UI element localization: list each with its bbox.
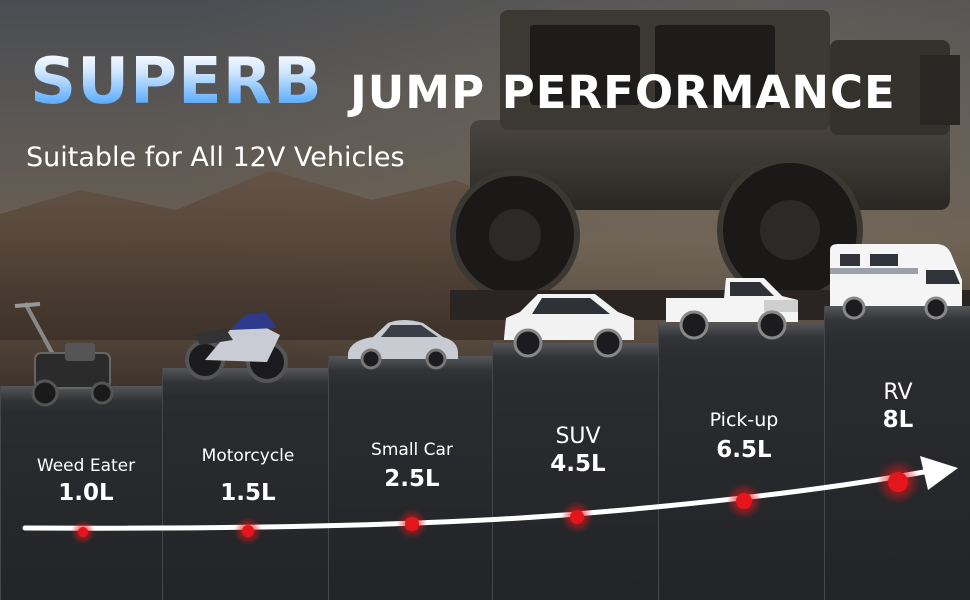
engine-size: 1.5L — [220, 480, 276, 506]
engine-size: 6.5L — [716, 437, 772, 463]
vehicle-name: Weed Eater — [36, 456, 136, 476]
vehicle-label-small-car: Small Car 2.5L — [371, 440, 453, 492]
vehicle-label-suv: SUV 4.5L — [550, 424, 605, 477]
pickup-truck-icon — [666, 278, 798, 340]
step-suv — [492, 343, 659, 600]
engine-size: 4.5L — [550, 451, 606, 477]
subtitle: Suitable for All 12V Vehicles — [26, 142, 405, 173]
vehicle-name: Motorcycle — [201, 446, 295, 466]
vehicle-label-weed-eater: Weed Eater 1.0L — [37, 456, 135, 506]
vehicle-label-pickup: Pick-up 6.5L — [710, 409, 779, 463]
vehicle-label-rv: RV 8L — [883, 380, 914, 433]
motorcycle-icon — [185, 312, 288, 383]
performance-arrow — [22, 456, 958, 545]
step-pickup — [658, 323, 825, 600]
step-motorcycle — [162, 368, 329, 600]
vehicle-name: Small Car — [371, 440, 453, 460]
step-small-car — [328, 356, 493, 600]
suv-icon — [504, 294, 634, 358]
engine-size: 8L — [882, 407, 914, 433]
headline-text: JUMP PERFORMANCE — [350, 66, 896, 119]
vehicle-name: RV — [883, 380, 913, 405]
lawn-mower-icon — [14, 302, 114, 407]
vehicle-name: SUV — [555, 424, 601, 449]
headline-highlight: SUPERB — [30, 45, 323, 119]
engine-size: 1.0L — [58, 480, 114, 506]
rv-camper-icon — [830, 244, 962, 320]
vehicle-label-motorcycle: Motorcycle 1.5L — [202, 446, 295, 506]
sedan-car-icon — [348, 320, 458, 370]
engine-size: 2.5L — [384, 466, 440, 492]
vehicle-name: Pick-up — [709, 409, 779, 431]
